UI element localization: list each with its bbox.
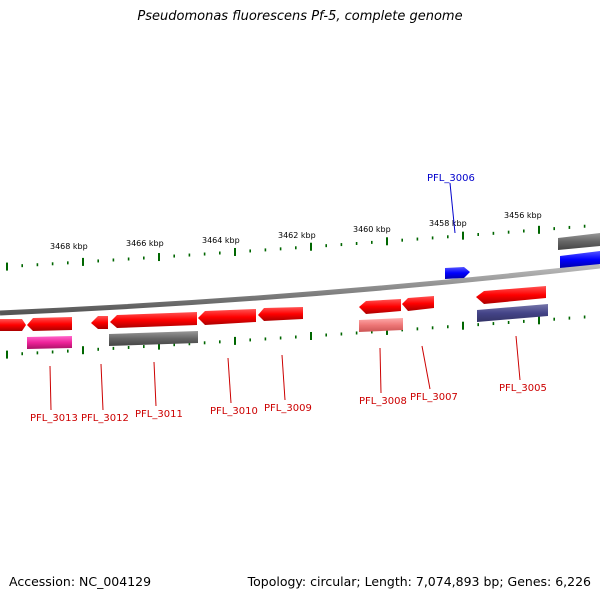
gene-label-pfl-3008[interactable]: PFL_3008 bbox=[359, 396, 407, 407]
orf-lightred[interactable] bbox=[359, 318, 403, 332]
accession-label: Accession: NC_004129 bbox=[9, 574, 152, 589]
gene-label-pfl-3006[interactable]: PFL_3006 bbox=[427, 173, 475, 184]
map-title: Pseudomonas fluorescens Pf-5, complete g… bbox=[137, 9, 463, 24]
outer-genes bbox=[445, 233, 600, 279]
gene-arrow-pfl-3006[interactable] bbox=[445, 267, 470, 279]
genome-summary: Topology: circular; Length: 7,074,893 bp… bbox=[247, 574, 591, 589]
gene-arrow-pfl-3008[interactable] bbox=[359, 299, 401, 314]
callout-line-pfl-3008 bbox=[379, 347, 382, 394]
gene-label-pfl-3013[interactable]: PFL_3013 bbox=[30, 413, 78, 424]
scale-label: 3468 kbp bbox=[50, 242, 88, 251]
callout-lines bbox=[49, 182, 521, 411]
gene-arrow-pfl-3011[interactable] bbox=[110, 312, 197, 328]
outer-tick-row bbox=[6, 224, 586, 271]
gene-label-pfl-3009[interactable]: PFL_3009 bbox=[264, 403, 312, 414]
gene-arrow-pfl-3005[interactable] bbox=[476, 286, 546, 304]
scale-label: 3466 kbp bbox=[126, 239, 164, 248]
inner-tick-row bbox=[6, 315, 586, 359]
gene-arrow-pfl-3007[interactable] bbox=[402, 296, 434, 311]
gene-arrow-pfl-3012[interactable] bbox=[91, 316, 108, 329]
scale-label: 3462 kbp bbox=[278, 231, 316, 240]
genome-backbone bbox=[0, 263, 600, 316]
gene-arrow-pfl-3013[interactable] bbox=[27, 317, 72, 331]
gene-arrow-top-gray[interactable] bbox=[558, 233, 600, 250]
scale-label: 3460 kbp bbox=[353, 225, 391, 234]
callout-line-pfl-3006 bbox=[449, 182, 456, 234]
gene-label-pfl-3007[interactable]: PFL_3007 bbox=[410, 392, 458, 403]
callout-line-pfl-3011 bbox=[153, 361, 157, 407]
gene-label-pfl-3012[interactable]: PFL_3012 bbox=[81, 413, 129, 424]
callout-line-pfl-3012 bbox=[100, 363, 104, 411]
orf-navy[interactable] bbox=[477, 304, 548, 322]
orf-gray[interactable] bbox=[109, 331, 198, 346]
callout-line-pfl-3010 bbox=[227, 357, 232, 404]
gene-arrow-top-blue[interactable] bbox=[560, 251, 600, 268]
gene-arrow-left-edge[interactable] bbox=[0, 319, 26, 331]
gene-label-pfl-3010[interactable]: PFL_3010 bbox=[210, 406, 258, 417]
scale-label: 3456 kbp bbox=[504, 211, 542, 220]
scale-label: 3458 kbp bbox=[429, 219, 467, 228]
gene-label-pfl-3011[interactable]: PFL_3011 bbox=[135, 409, 183, 420]
callout-line-pfl-3007 bbox=[421, 345, 431, 390]
gene-arrow-pfl-3009[interactable] bbox=[258, 307, 303, 321]
inner-genes bbox=[0, 286, 548, 349]
callout-line-pfl-3013 bbox=[49, 365, 52, 411]
scale-labels: 3468 kbp 3466 kbp 3464 kbp 3462 kbp 3460… bbox=[50, 211, 542, 251]
gene-arrow-pfl-3010[interactable] bbox=[198, 309, 256, 325]
callout-line-pfl-3009 bbox=[281, 354, 286, 401]
scale-label: 3464 kbp bbox=[202, 236, 240, 245]
callout-line-pfl-3005 bbox=[515, 335, 521, 381]
gene-labels: PFL_3013 PFL_3012 PFL_3011 PFL_3010 PFL_… bbox=[30, 173, 547, 424]
orf-pink[interactable] bbox=[27, 336, 72, 349]
gene-label-pfl-3005[interactable]: PFL_3005 bbox=[499, 383, 547, 394]
